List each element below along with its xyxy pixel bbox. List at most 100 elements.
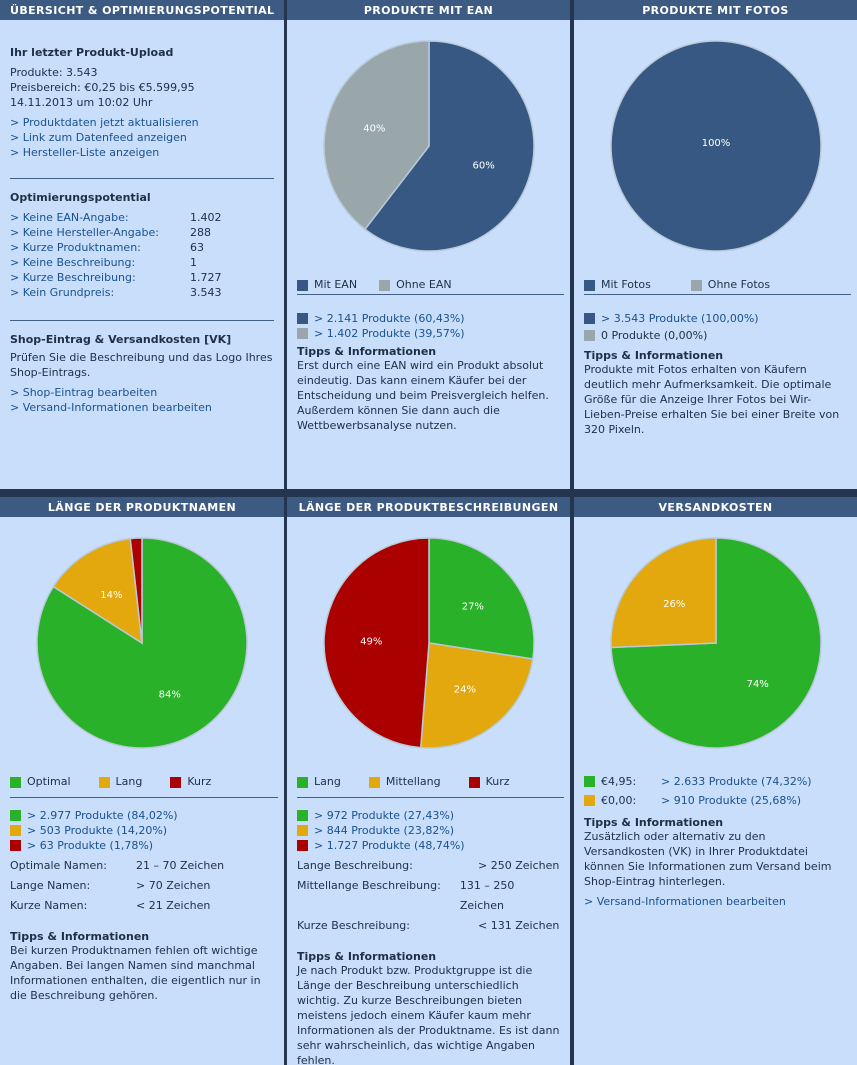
edit-shipping-info-link[interactable]: > Versand-Informationen bearbeiten — [10, 401, 212, 414]
description-length-panel: LÄNGE DER PRODUKTBESCHREIBUNGEN 27% 24% 49… — [287, 497, 570, 1065]
pie-slice-0 — [363, 40, 535, 252]
upload-title: Ihr letzter Produkt-Upload — [10, 46, 174, 59]
name-length-panel: LÄNGE DER PRODUKTNAMEN 84% 14% Optimal La… — [0, 497, 284, 1065]
photos-header: PRODUKTE MIT FOTOS — [574, 0, 857, 20]
photos-pie-chart: 100% — [610, 40, 822, 252]
pie-slice-1 — [323, 40, 430, 231]
name-stat-optimal[interactable]: > 2.977 Produkte (84,02%) — [10, 808, 274, 823]
legend-item: Mit Fotos — [584, 278, 651, 292]
ean-stat-without[interactable]: > 1.402 Produkte (39,57%) — [297, 326, 560, 341]
photos-tips-text: Produkte mit Fotos erhalten von Käufern … — [584, 363, 840, 436]
desc-stat-short[interactable]: > 1.727 Produkte (48,74%) — [297, 838, 560, 853]
shipping-row-495[interactable]: €4,95: > 2.633 Produkte (74,32%) — [584, 772, 847, 791]
pie-slice-1 — [419, 642, 534, 749]
divider — [10, 178, 274, 179]
shipping-row-000[interactable]: €0,00: > 910 Produkte (25,68%) — [584, 791, 847, 810]
opt-row-short-names[interactable]: > Kurze Produktnamen: 63 — [10, 241, 204, 254]
ean-header: PRODUKTE MIT EAN — [287, 0, 570, 20]
legend-item: Optimal — [10, 775, 71, 789]
pie-label-0: 84% — [159, 690, 181, 701]
divider — [297, 797, 564, 798]
pie-label-0: 74% — [747, 679, 769, 690]
ean-stat-with[interactable]: > 2.141 Produkte (60,43%) — [297, 311, 560, 326]
desc-stat-long[interactable]: > 972 Produkte (27,43%) — [297, 808, 560, 823]
legend-item: Ohne Fotos — [690, 278, 770, 292]
range-row: Kurze Beschreibung: < 131 Zeichen — [297, 919, 560, 932]
shop-text: Prüfen Sie die Beschreibung und das Logo… — [10, 351, 273, 379]
opt-row-no-description[interactable]: > Keine Beschreibung: 1 — [10, 256, 197, 269]
name-tips-title: Tipps & Informationen — [10, 930, 150, 943]
photos-panel: PRODUKTE MIT FOTOS 100% Mit Fotos Ohne F… — [574, 0, 857, 489]
name-stat-short[interactable]: > 63 Produkte (1,78%) — [10, 838, 274, 853]
shop-title: Shop-Eintrag & Versandkosten [VK] — [10, 333, 232, 346]
ean-tips-title: Tipps & Informationen — [297, 345, 437, 358]
pie-label-2: 49% — [360, 637, 382, 648]
pie-slice-1 — [610, 537, 717, 649]
overview-header: ÜBERSICHT & OPTIMIERUNGSPOTENTIAL — [0, 0, 284, 20]
shipping-pie-chart: 74% 26% — [610, 537, 822, 749]
legend-item: Kurz — [170, 775, 211, 789]
upload-price-range: Preisbereich: €0,25 bis €5.599,95 — [10, 81, 195, 94]
photos-stat-with[interactable]: > 3.543 Produkte (100,00%) — [584, 311, 847, 326]
optimization-title: Optimierungspotential — [10, 191, 151, 204]
shipping-tips-title: Tipps & Informationen — [584, 816, 724, 829]
legend-item: Mit EAN — [297, 278, 357, 292]
ean-pie-chart: 60% 40% — [323, 40, 535, 252]
datafeed-link[interactable]: > Link zum Datenfeed anzeigen — [10, 131, 187, 144]
range-row: Mittellange Beschreibung: 131 – 250 Zeich… — [297, 879, 515, 912]
opt-row-short-description[interactable]: > Kurze Beschreibung: 1.727 — [10, 271, 222, 284]
divider — [10, 797, 278, 798]
shipping-header: VERSANDKOSTEN — [574, 497, 857, 517]
pie-slice-0 — [36, 537, 248, 749]
photos-tips-title: Tipps & Informationen — [584, 349, 724, 362]
manufacturer-list-link[interactable]: > Hersteller-Liste anzeigen — [10, 146, 160, 159]
pie-label-1: 14% — [100, 590, 122, 601]
divider — [297, 294, 564, 295]
pie-label-0: 100% — [702, 138, 731, 149]
upload-products: Produkte: 3.543 — [10, 66, 98, 79]
name-tips-text: Bei kurzen Produktnamen fehlen oft wicht… — [10, 944, 261, 1002]
legend-item: Mittellang — [368, 775, 441, 789]
update-data-link[interactable]: > Produktdaten jetzt aktualisieren — [10, 116, 199, 129]
edit-shipping-info-link[interactable]: > Versand-Informationen bearbeiten — [584, 895, 786, 908]
name-length-pie-chart: 84% 14% — [36, 537, 248, 749]
legend-item: Kurz — [468, 775, 510, 789]
desc-tips-text: Je nach Produkt bzw. Produktgruppe ist d… — [297, 964, 560, 1065]
description-length-legend: Lang Mittellang Kurz — [297, 775, 560, 789]
ean-legend: Mit EAN Ohne EAN — [297, 278, 560, 292]
opt-row-ean[interactable]: > Keine EAN-Angabe: 1.402 — [10, 211, 222, 224]
range-row: Kurze Namen: < 21 Zeichen — [10, 899, 211, 912]
pie-slice-0 — [428, 537, 535, 660]
pie-label-1: 26% — [663, 599, 685, 610]
edit-shop-entry-link[interactable]: > Shop-Eintrag bearbeiten — [10, 386, 158, 399]
opt-row-base-price[interactable]: > Kein Grundpreis: 3.543 — [10, 286, 222, 299]
legend-item: Ohne EAN — [379, 278, 452, 292]
photos-legend: Mit Fotos Ohne Fotos — [584, 278, 847, 292]
ean-panel: PRODUKTE MIT EAN 60% 40% Mit EAN Ohne EAN… — [287, 0, 570, 489]
pie-label-1: 24% — [454, 684, 476, 695]
pie-slice-0 — [610, 40, 822, 252]
desc-tips-title: Tipps & Informationen — [297, 950, 437, 963]
name-length-legend: Optimal Lang Kurz — [10, 775, 274, 789]
range-row: Optimale Namen: 21 – 70 Zeichen — [10, 859, 225, 872]
range-row: Lange Namen: > 70 Zeichen — [10, 879, 211, 892]
range-row: Lange Beschreibung: > 250 Zeichen — [297, 859, 560, 872]
name-length-header: LÄNGE DER PRODUKTNAMEN — [0, 497, 284, 517]
shipping-panel: VERSANDKOSTEN 74% 26% €4,95: > 2.633 Produ… — [574, 497, 857, 1065]
pie-slice-2 — [323, 537, 430, 749]
legend-item: Lang — [297, 775, 341, 789]
name-stat-long[interactable]: > 503 Produkte (14,20%) — [10, 823, 274, 838]
legend-item: Lang — [98, 775, 142, 789]
desc-stat-medium[interactable]: > 844 Produkte (23,82%) — [297, 823, 560, 838]
overview-panel: ÜBERSICHT & OPTIMIERUNGSPOTENTIAL Ihr le… — [0, 0, 284, 489]
divider — [584, 294, 851, 295]
photos-stat-without: 0 Produkte (0,00%) — [584, 326, 847, 345]
pie-label-1: 40% — [363, 123, 385, 134]
pie-label-0: 60% — [473, 161, 495, 172]
pie-label-0: 27% — [462, 601, 484, 612]
pie-slice-2 — [129, 537, 143, 644]
description-length-pie-chart: 27% 24% 49% — [323, 537, 535, 749]
opt-row-manufacturer[interactable]: > Keine Hersteller-Angabe: 288 — [10, 226, 211, 239]
ean-tips-text: Erst durch eine EAN wird ein Produkt abs… — [297, 359, 549, 432]
pie-slice-1 — [52, 537, 143, 645]
